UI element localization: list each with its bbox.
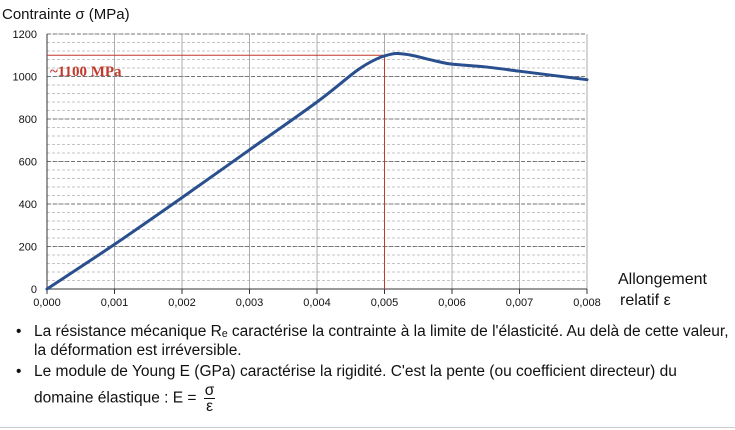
x-tick-label: 0,000 xyxy=(33,297,61,309)
series-line-stress-strain xyxy=(45,51,589,291)
axes xyxy=(46,34,588,294)
y-tick-label: 600 xyxy=(19,157,37,169)
bullet-item-young: • Le module de Young E (GPa) caractérise… xyxy=(16,362,731,414)
y-tick-label: 1200 xyxy=(13,29,37,41)
bullet-list: • La résistance mécanique Rₑ caractérise… xyxy=(16,322,731,414)
y-tick-label: 0 xyxy=(31,284,37,296)
x-axis-label-line1: Allongement xyxy=(618,271,708,288)
x-axis-label-line2: relatif ε xyxy=(620,292,671,309)
bullet-marker: • xyxy=(16,363,22,380)
reference-lines xyxy=(47,54,385,289)
formula-line: domaine élastique : E = σ ε xyxy=(34,383,731,414)
series-group xyxy=(45,51,589,291)
stress-strain-chart: 0 200 400 600 800 1000 1200 0,000 0,001 0,002 0,00… xyxy=(2,6,708,309)
x-tick-label: 0,008 xyxy=(573,297,601,309)
fraction: σ ε xyxy=(203,382,216,415)
x-tick-label: 0,005 xyxy=(371,297,399,309)
y-tick-label: 1000 xyxy=(13,72,37,84)
formula-prefix: domaine élastique : E = xyxy=(34,389,197,407)
divider xyxy=(0,427,735,428)
x-tick-label: 0,004 xyxy=(303,297,331,309)
fraction-numerator: σ xyxy=(203,382,216,399)
x-tick-label: 0,003 xyxy=(236,297,264,309)
y-axis-label: Contrainte σ (MPa) xyxy=(2,6,130,23)
x-tick-label: 0,001 xyxy=(101,297,129,309)
x-tick-label: 0,006 xyxy=(438,297,466,309)
x-tick-label: 0,002 xyxy=(168,297,196,309)
y-tick-label: 800 xyxy=(19,114,37,126)
bullet-text-young: Le module de Young E (GPa) caractérise l… xyxy=(34,363,677,380)
x-tick-label: 0,007 xyxy=(506,297,534,309)
grid xyxy=(46,33,588,290)
bullet-text-resistance: La résistance mécanique Rₑ caractérise l… xyxy=(34,323,729,359)
bullet-marker: • xyxy=(16,323,22,340)
tick-labels: 0 200 400 600 800 1000 1200 0,000 0,001 0,002 0,00… xyxy=(13,29,601,309)
bullet-item-resistance: • La résistance mécanique Rₑ caractérise… xyxy=(16,322,731,360)
y-tick-label: 200 xyxy=(19,242,37,254)
y-tick-label: 400 xyxy=(19,199,37,211)
max-stress-annotation: ~1100 MPa xyxy=(50,64,122,80)
fraction-denominator: ε xyxy=(206,398,213,415)
